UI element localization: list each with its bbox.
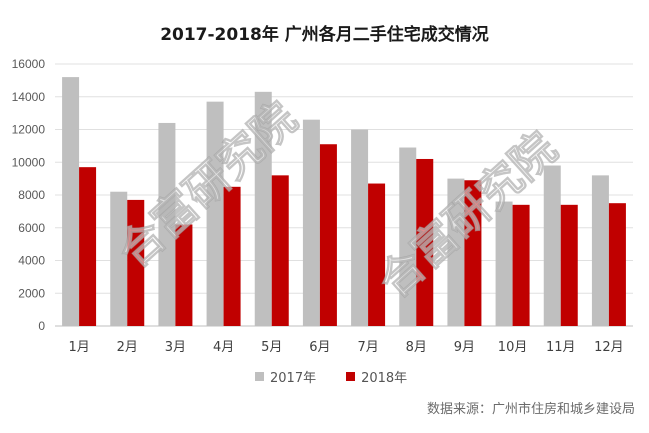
bar-2017-3 — [158, 122, 176, 326]
bar-2017-9 — [447, 178, 465, 326]
legend-swatch-2017 — [255, 372, 264, 381]
bar-2018-6 — [319, 144, 337, 326]
bar-2018-8 — [416, 158, 434, 326]
legend-label-2017: 2017年 — [270, 371, 317, 386]
y-tick-label: 4000 — [18, 254, 45, 268]
x-tick-label: 5月 — [261, 340, 282, 355]
y-tick-label: 12000 — [12, 123, 46, 137]
y-tick-label: 14000 — [12, 90, 46, 104]
bar-2018-11 — [560, 204, 578, 326]
x-tick-label: 1月 — [68, 340, 89, 355]
bar-2017-4 — [206, 101, 224, 326]
legend-item-2018: 2018年 — [346, 367, 407, 386]
bar-2018-1 — [79, 167, 97, 326]
x-tick-label: 10月 — [498, 340, 528, 355]
x-tick-label: 6月 — [309, 340, 330, 355]
bar-2018-3 — [175, 224, 193, 326]
y-tick-label: 6000 — [18, 221, 45, 235]
y-tick-label: 8000 — [18, 188, 45, 202]
bar-2017-11 — [543, 165, 561, 326]
chart-title: 2017-2018年 广州各月二手住宅成交情况 — [160, 25, 489, 45]
x-tick-label: 12月 — [594, 340, 624, 355]
bar-2018-12 — [608, 203, 626, 326]
bar-2017-5 — [254, 91, 272, 327]
bars — [62, 77, 626, 327]
bar-2017-10 — [495, 201, 513, 326]
bar-2018-4 — [223, 186, 241, 326]
x-tick-label: 9月 — [454, 340, 475, 355]
source-note: 数据来源：广州市住房和城乡建设局 — [426, 402, 635, 417]
x-tick-label: 11月 — [546, 340, 576, 355]
bar-2018-7 — [368, 183, 386, 326]
y-tick-label: 10000 — [12, 155, 46, 169]
bar-2018-5 — [271, 175, 289, 326]
legend-item-2017: 2017年 — [255, 367, 316, 386]
x-tick-labels: 1月 2月 3月 4月 5月 6月 7月 8月 9月 10月 11月 12月 — [68, 340, 623, 355]
x-tick-label: 7月 — [357, 340, 378, 355]
y-tick-label: 0 — [38, 319, 45, 333]
bar-2018-10 — [512, 204, 530, 326]
bar-2018-2 — [127, 199, 145, 326]
x-tick-label: 4月 — [213, 340, 234, 355]
bar-2017-12 — [591, 175, 609, 326]
bar-2017-2 — [110, 191, 128, 326]
gridlines — [55, 63, 633, 327]
x-tick-label: 2月 — [117, 340, 138, 355]
bar-2017-8 — [399, 147, 417, 326]
y-tick-label: 16000 — [12, 57, 46, 71]
legend-label-2018: 2018年 — [361, 371, 408, 386]
bar-2017-1 — [62, 77, 80, 326]
x-tick-label: 3月 — [165, 340, 186, 355]
bar-2017-6 — [302, 119, 320, 326]
bar-2017-7 — [351, 129, 369, 326]
x-tick-label: 8月 — [406, 340, 427, 355]
bar-2018-9 — [464, 180, 482, 326]
y-tick-labels: 0 2000 4000 6000 8000 10000 12000 14000 16000 — [12, 57, 46, 333]
y-tick-label: 2000 — [18, 286, 45, 300]
legend: 2017年 2018年 — [255, 367, 407, 386]
legend-swatch-2018 — [346, 372, 356, 381]
